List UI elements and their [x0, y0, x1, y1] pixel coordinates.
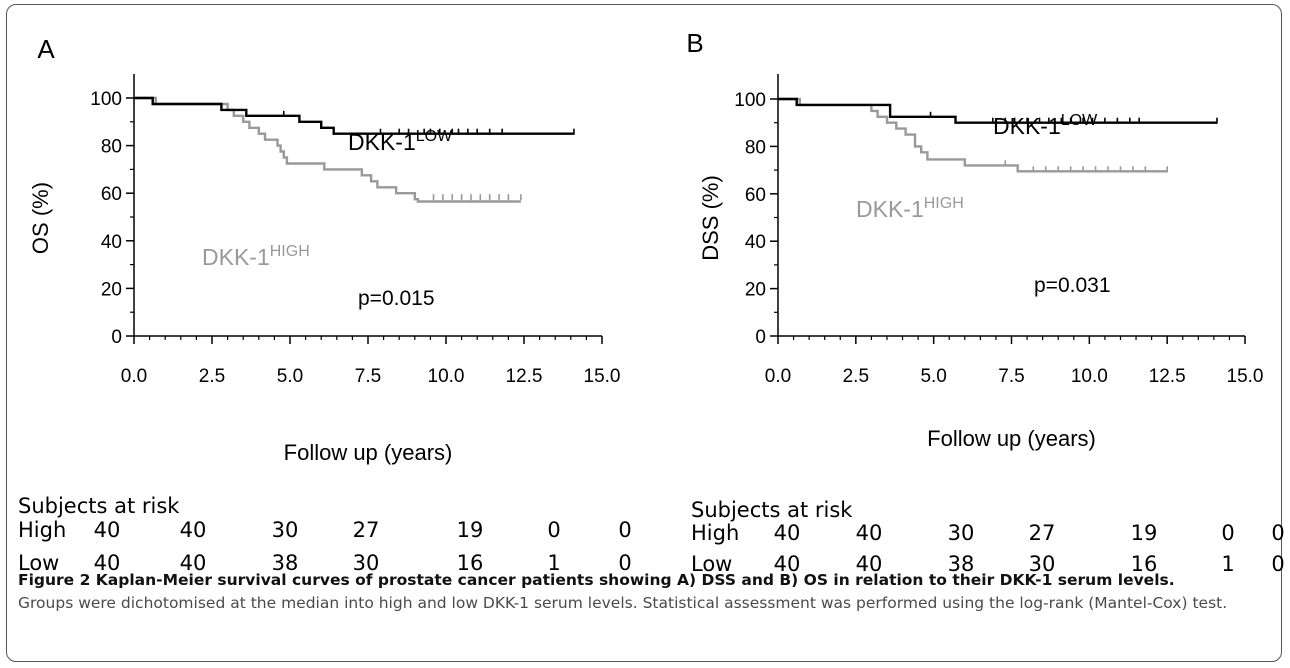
risk-cell: 19	[1130, 521, 1158, 545]
risk-cell: 16	[1130, 552, 1158, 576]
survival-curve-low	[778, 97, 1217, 124]
x-tick-label: 5.0	[920, 366, 946, 387]
survival-curve-low	[134, 96, 574, 135]
risk-cell: 40	[855, 552, 883, 576]
risk-cell: 0	[547, 518, 561, 542]
y-tick-label: 60	[101, 184, 122, 205]
x-axis-label: Follow up (years)	[927, 426, 1096, 451]
figure-frame	[6, 4, 1282, 662]
figure-plots: A 0 20 40 60 80 100 0.0 2.5 5.0 7.5 10.0 12.5 15.0 Fol…	[28, 28, 1263, 465]
panel-label: A	[37, 34, 55, 64]
risk-cell: 0	[1221, 521, 1235, 545]
series-label-high: DKK-1HIGH	[202, 243, 310, 270]
x-tick-label: 15.0	[584, 366, 621, 387]
series-label-low: DKK-1LOW	[348, 128, 453, 155]
y-tick-label: 0	[111, 327, 122, 348]
x-tick-label: 15.0	[1227, 366, 1264, 387]
y-tick-label: 100	[734, 90, 766, 111]
risk-cell: 0	[1271, 552, 1285, 576]
p-value: p=0.031	[1034, 274, 1111, 297]
x-tick-label: 7.5	[355, 366, 381, 387]
panel-b: B 0 20 40 60 80 100 0.0 2.5 5.0 7.5 10.0 12.5 15.0 Fol…	[686, 28, 1263, 451]
survival-curve-high	[134, 96, 521, 203]
series-label-main: DKK-1	[856, 196, 924, 222]
x-tick-label: 2.5	[843, 366, 869, 387]
series-label-sup: LOW	[416, 128, 453, 145]
y-axis-label: OS (%)	[28, 182, 53, 254]
x-tick-label: 12.5	[506, 366, 543, 387]
risk-cell: 27	[1028, 521, 1056, 545]
series-label-main: DKK-1	[993, 113, 1061, 139]
risk-cell: 27	[352, 518, 380, 542]
risk-row-label: High	[18, 518, 67, 542]
x-tick-label: 12.5	[1149, 366, 1186, 387]
risk-cell: 0	[618, 551, 632, 575]
risk-table-a-title: Subjects at risk	[18, 494, 180, 518]
risk-cell: 40	[855, 521, 883, 545]
risk-cell: 38	[271, 551, 299, 575]
risk-cell: 19	[456, 518, 484, 542]
x-tick-label: 2.5	[199, 366, 225, 387]
survival-curve-high	[778, 97, 1168, 173]
x-tick-label: 7.5	[998, 366, 1024, 387]
y-tick-label: 40	[745, 232, 766, 253]
series-label-main: DKK-1	[202, 244, 270, 270]
risk-cell: 40	[773, 552, 801, 576]
risk-cell: 40	[93, 551, 121, 575]
risk-cell: 40	[93, 518, 121, 542]
y-tick-label: 100	[90, 89, 122, 110]
x-tick-label: 10.0	[1071, 366, 1108, 387]
x-tick-label: 5.0	[277, 366, 303, 387]
series-label-main: DKK-1	[348, 129, 416, 155]
x-tick-label: 0.0	[121, 366, 147, 387]
risk-cell: 0	[1271, 521, 1285, 545]
y-tick-label: 80	[745, 137, 766, 158]
risk-cell: 30	[1028, 552, 1056, 576]
risk-table-b-title: Subjects at risk	[691, 498, 853, 522]
risk-cell: 1	[1221, 552, 1235, 576]
risk-cell: 30	[352, 551, 380, 575]
y-axis-label: DSS (%)	[698, 175, 723, 261]
series-label-sup: HIGH	[270, 243, 310, 260]
series-label-low: DKK-1LOW	[993, 112, 1098, 139]
series-label-sup: LOW	[1061, 112, 1098, 129]
y-tick-label: 60	[745, 185, 766, 206]
p-value: p=0.015	[358, 287, 435, 310]
y-tick-label: 20	[101, 279, 122, 300]
y-tick-label: 20	[745, 280, 766, 301]
risk-cell: 40	[179, 518, 207, 542]
panel-a: A 0 20 40 60 80 100 0.0 2.5 5.0 7.5 10.0 12.5 15.0 Fol…	[28, 34, 620, 465]
risk-cell: 30	[271, 518, 299, 542]
caption-title: Figure 2 Kaplan-Meier survival curves of…	[18, 571, 1175, 589]
risk-cell: 40	[179, 551, 207, 575]
risk-cell: 0	[618, 518, 632, 542]
y-tick-label: 0	[755, 327, 766, 348]
y-tick-label: 80	[101, 137, 122, 158]
risk-row-label: High	[691, 521, 740, 545]
risk-row-label: Low	[18, 551, 60, 575]
risk-cell: 1	[547, 551, 561, 575]
x-tick-label: 10.0	[428, 366, 465, 387]
y-tick-label: 40	[101, 232, 122, 253]
risk-cell: 40	[773, 521, 801, 545]
risk-cell: 16	[456, 551, 484, 575]
risk-cell: 38	[947, 552, 975, 576]
figure-caption: Figure 2 Kaplan-Meier survival curves of…	[18, 569, 1268, 615]
risk-cell: 30	[947, 521, 975, 545]
series-label-sup: HIGH	[924, 195, 964, 212]
series-label-high: DKK-1HIGH	[856, 195, 964, 222]
x-axis-label: Follow up (years)	[284, 440, 453, 465]
caption-text: Groups were dichotomised at the median i…	[18, 594, 1228, 612]
panel-label: B	[686, 28, 703, 58]
x-tick-label: 0.0	[765, 366, 791, 387]
risk-row-label: Low	[691, 552, 733, 576]
